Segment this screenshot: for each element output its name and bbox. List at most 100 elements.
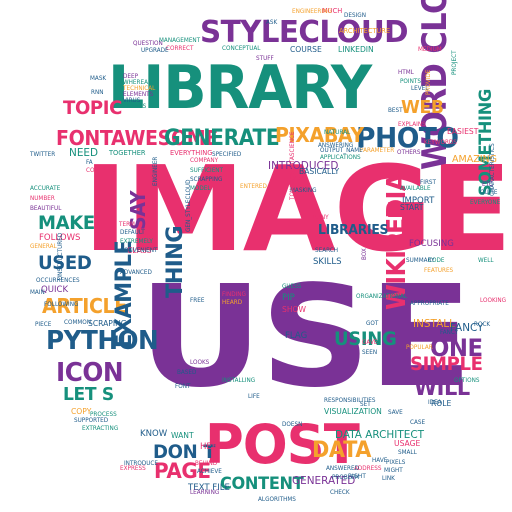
- cloud-word: INSTALLING: [222, 377, 256, 384]
- cloud-word: INTRODUCE: [124, 460, 159, 467]
- cloud-word: LINKEDIN: [338, 45, 374, 54]
- cloud-word: TOWARDSDATASCIENCE: [289, 131, 296, 200]
- cloud-word: STUFF: [256, 55, 274, 62]
- cloud-word: PHOTO: [356, 121, 459, 154]
- cloud-word: EVERYTHING: [170, 149, 213, 157]
- cloud-word: SUFFICIENT: [190, 167, 224, 174]
- cloud-word: LIBRARY: [108, 53, 372, 123]
- cloud-word: WELL: [478, 257, 494, 264]
- cloud-word: LOOKS: [190, 359, 210, 366]
- cloud-word: BEAUTIFUL: [30, 205, 62, 212]
- cloud-word: DEFAULT: [120, 229, 145, 236]
- cloud-word: PIXELS: [386, 459, 406, 466]
- cloud-word: UPGRADE: [141, 47, 169, 54]
- cloud-word: GENERATED: [292, 474, 356, 487]
- cloud-word: STYLECLOUD: [200, 15, 409, 50]
- cloud-word: FREE: [190, 297, 205, 304]
- cloud-word: HTML: [398, 69, 414, 76]
- cloud-word: SCRAPING: [88, 319, 127, 328]
- cloud-word: WANT: [171, 431, 194, 440]
- cloud-word: LINK: [382, 475, 395, 482]
- cloud-word: QUICK: [41, 285, 69, 295]
- cloud-word: SKILLS: [313, 257, 342, 267]
- cloud-word: SUMMARY: [406, 257, 435, 264]
- cloud-word: DATA: [312, 438, 372, 463]
- cloud-word: PAGE: [154, 459, 211, 483]
- cloud-word: CONTAINS: [86, 167, 116, 174]
- cloud-word: SEEN: [362, 349, 378, 356]
- cloud-word: EVERYONE: [470, 199, 501, 206]
- cloud-word: EXTREMELY: [120, 238, 153, 245]
- cloud-word: FOCUSING: [409, 239, 454, 249]
- cloud-word: ACHIEVE: [197, 468, 222, 475]
- cloud-word: TEXT FILE: [188, 483, 230, 493]
- cloud-word: LOOKING: [480, 297, 507, 304]
- cloud-word: ENGINEER: [152, 156, 159, 186]
- cloud-word: IMAGE: [83, 140, 512, 278]
- cloud-word: FONT: [175, 383, 191, 390]
- cloud-word: LIBRARIES: [318, 223, 389, 238]
- cloud-word: TWITTER: [30, 151, 56, 158]
- cloud-word: ADVANCED: [120, 269, 152, 276]
- cloud-word: ANSWERED: [326, 465, 359, 472]
- cloud-word: RESPONSIBILITIES: [324, 397, 376, 404]
- cloud-word: CONCEPTUAL: [222, 45, 261, 52]
- cloud-word: AVAILABLE: [400, 185, 431, 192]
- cloud-word: HERE: [200, 442, 224, 452]
- cloud-word: KEYWORDS: [424, 139, 457, 146]
- cloud-word: PIXABAY: [275, 123, 364, 147]
- cloud-word: ORGANIZATIONAL: [356, 293, 408, 300]
- cloud-word: APPROPRIATE: [410, 300, 449, 307]
- cloud-word: DOESN: [282, 421, 303, 428]
- cloud-word: IMPORT: [402, 196, 435, 206]
- cloud-word: PROCESS: [90, 411, 117, 418]
- cloud-word: THANKS: [123, 103, 147, 110]
- cloud-word: EXPRESS: [120, 465, 146, 472]
- cloud-word: LEARNING: [190, 489, 220, 496]
- cloud-word: FOLLOWS: [39, 233, 81, 243]
- cloud-word: FEATURES: [424, 267, 454, 274]
- cloud-word: FANCY: [450, 321, 484, 334]
- cloud-word: WILL: [414, 376, 470, 401]
- cloud-word: POST: [205, 413, 360, 476]
- cloud-word: HAVE: [372, 457, 388, 464]
- cloud-word: PYTHON: [46, 326, 159, 356]
- cloud-word: WHEREAS: [123, 79, 152, 86]
- cloud-word: USAGE: [394, 439, 421, 448]
- cloud-word: TOPIC: [63, 97, 123, 119]
- cloud-word: ARCHITECTURE: [339, 27, 391, 35]
- cloud-word: PROVIDE: [425, 69, 432, 95]
- cloud-word: OTHERS: [397, 149, 421, 156]
- cloud-word: COMPANY: [190, 157, 219, 164]
- cloud-word: SHOW: [282, 305, 307, 314]
- cloud-word: FIRST: [420, 179, 437, 186]
- cloud-word: START: [400, 203, 424, 212]
- cloud-word: BASICALLY: [299, 167, 340, 176]
- cloud-word: CORRECT: [166, 45, 194, 52]
- cloud-word: MANY: [312, 214, 329, 221]
- cloud-word: GENERATE: [164, 126, 280, 151]
- cloud-word: USING: [334, 328, 397, 350]
- cloud-word: FANCY: [440, 329, 459, 336]
- cloud-word: SEARCH: [315, 247, 339, 254]
- cloud-word: ROLE: [431, 399, 452, 408]
- cloud-word: NEED: [69, 146, 99, 159]
- cloud-word: OUTPUT_NAME: [320, 147, 363, 154]
- cloud-word: OCCURRENCES: [36, 277, 80, 284]
- cloud-word: POPULAR: [406, 344, 433, 351]
- cloud-word: MEDIUM: [418, 46, 442, 53]
- cloud-word: GENERAL: [30, 243, 57, 250]
- cloud-word: BOX: [361, 248, 368, 260]
- cloud-word: TECHNICAL: [123, 85, 156, 92]
- cloud-word: OPTIONS: [454, 377, 480, 384]
- cloud-word: NATURAL: [324, 129, 351, 136]
- cloud-word: VIRUS: [123, 97, 141, 104]
- cloud-word: QUESTION: [133, 40, 163, 47]
- cloud-word: SIMPLE: [410, 353, 483, 375]
- cloud-word: PIECE: [35, 321, 52, 328]
- cloud-word: USE: [138, 256, 473, 419]
- cloud-word: MIGHT: [384, 467, 403, 474]
- cloud-word: LET S: [63, 384, 114, 405]
- cloud-word: SUPPORTED: [74, 417, 109, 424]
